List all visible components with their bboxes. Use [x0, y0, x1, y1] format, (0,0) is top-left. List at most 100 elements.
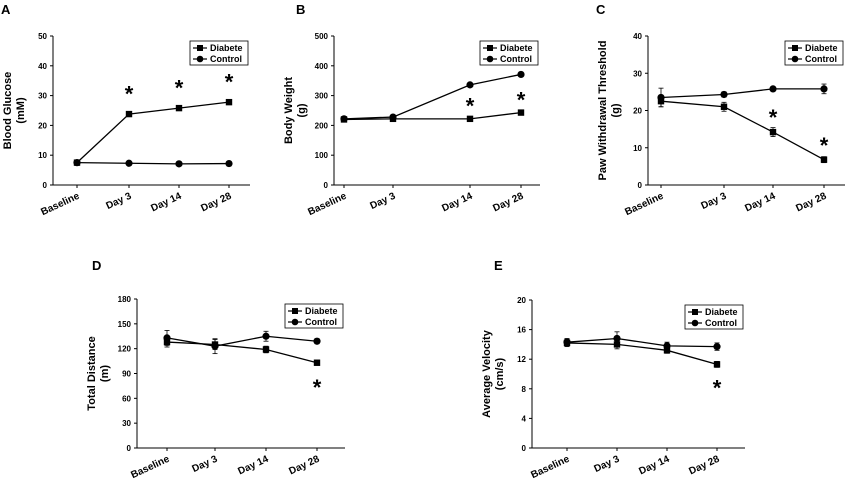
legend-marker	[691, 319, 699, 327]
data-point	[657, 93, 665, 102]
y-tick-label: 100	[315, 151, 329, 160]
legend-marker	[791, 55, 799, 63]
y-axis-title: Average Velocity	[481, 329, 493, 418]
panel-label: A	[1, 2, 11, 17]
data-point	[517, 70, 525, 79]
data-point	[73, 159, 81, 167]
y-tick-label: 30	[122, 419, 131, 428]
legend-label: Diabete	[500, 43, 533, 53]
x-tick-label: Baseline	[529, 454, 571, 482]
series-line	[343, 73, 522, 120]
y-axis-unit: (g)	[296, 103, 308, 117]
panel-c: C 0 10 20 30 40 Baseline Day 3 Day 14 Day 28 Paw W…	[596, 2, 845, 218]
data-point	[720, 103, 728, 110]
legend-label: Control	[705, 318, 737, 328]
data-point	[466, 115, 474, 123]
data-point	[466, 81, 474, 89]
y-tick-label: 0	[43, 181, 48, 190]
x-tick-label: Day 14	[440, 191, 474, 215]
series-line	[566, 337, 718, 348]
y-tick-label: 120	[118, 345, 132, 354]
x-tick-label: Day 28	[199, 191, 233, 215]
data-point	[720, 90, 728, 99]
y-tick-label: 10	[633, 144, 642, 153]
y-tick-label: 12	[517, 355, 526, 364]
data-point	[820, 85, 828, 93]
data-point	[389, 113, 397, 121]
legend-marker	[692, 309, 698, 315]
significance-star: *	[225, 70, 234, 95]
y-tick-label: 40	[633, 32, 642, 41]
legend-marker	[487, 45, 493, 51]
y-tick-label: 0	[522, 444, 527, 453]
y-tick-label: 20	[517, 296, 526, 305]
data-point	[125, 110, 133, 118]
data-point	[340, 115, 348, 123]
data-point	[517, 109, 525, 116]
series-diabete	[657, 95, 828, 164]
data-point	[225, 159, 233, 168]
significance-star: *	[466, 94, 475, 119]
y-axis-title: Blood Glucose	[2, 72, 14, 150]
y-tick-label: 500	[315, 32, 329, 41]
data-point	[663, 347, 671, 354]
data-point	[313, 337, 321, 345]
significance-star: *	[769, 105, 778, 130]
y-tick-label: 20	[633, 107, 642, 116]
y-tick-label: 20	[38, 121, 47, 130]
panel-label: B	[296, 2, 305, 17]
data-point	[262, 346, 270, 353]
x-tick-label: Day 14	[637, 454, 671, 478]
series-line	[660, 88, 824, 99]
y-tick-label: 180	[118, 295, 132, 304]
data-point	[820, 156, 828, 163]
y-axis-unit: (cm/s)	[494, 357, 506, 390]
data-point	[175, 104, 183, 112]
data-point	[225, 98, 233, 106]
significance-star: *	[820, 133, 829, 158]
panel-label: D	[92, 258, 101, 273]
y-tick-label: 0	[127, 444, 132, 453]
series-control	[563, 331, 721, 351]
x-tick-label: Day 28	[794, 191, 828, 215]
data-point	[769, 85, 777, 93]
panel-label: C	[596, 2, 606, 17]
x-tick-label: Day 3	[699, 191, 728, 212]
legend-marker	[792, 45, 798, 51]
x-tick-label: Day 3	[104, 191, 133, 212]
legend-marker	[197, 45, 203, 51]
x-tick-label: Day 14	[743, 191, 777, 215]
data-point	[175, 160, 183, 168]
x-tick-label: Day 28	[491, 191, 525, 215]
panel-d: D 0 30 60 90 120 150 180 Baseline Day 3 Day 14 Day …	[86, 258, 345, 481]
series-control	[163, 330, 321, 355]
series-line	[166, 341, 318, 364]
x-tick-label: Day 28	[687, 454, 721, 478]
x-tick-label: Day 28	[287, 454, 321, 478]
data-point	[769, 128, 777, 136]
y-tick-label: 30	[38, 92, 47, 101]
y-axis-title: Body Weight	[283, 77, 295, 144]
data-point	[613, 334, 621, 343]
series-line	[343, 111, 522, 121]
legend-label: Diabete	[305, 306, 338, 316]
x-tick-label: Day 3	[592, 454, 621, 475]
x-tick-label: Day 14	[149, 191, 183, 215]
legend-marker	[486, 55, 494, 63]
y-tick-label: 8	[522, 385, 527, 394]
y-tick-label: 400	[315, 62, 329, 71]
series-line	[166, 335, 318, 347]
series-line	[660, 100, 825, 161]
y-tick-label: 60	[122, 394, 131, 403]
series-control	[73, 159, 233, 168]
legend-marker	[291, 318, 299, 326]
y-tick-label: 30	[633, 69, 642, 78]
panel-b: B 0 100 200 300 400 500 Baseline Day 3 Day 14 Day …	[283, 2, 540, 218]
x-tick-label: Day 3	[368, 191, 397, 212]
series-diabete	[340, 109, 525, 123]
